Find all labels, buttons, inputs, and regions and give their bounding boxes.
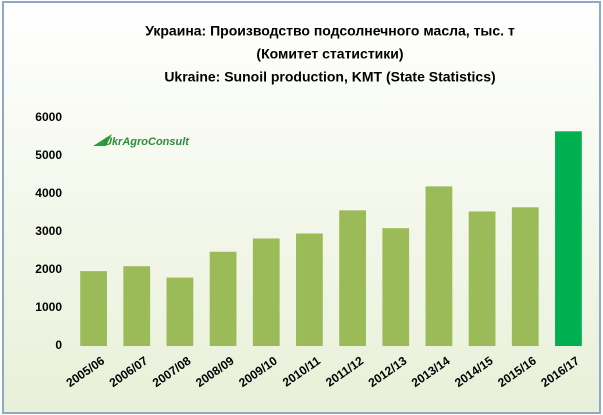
bar xyxy=(468,211,496,346)
chart-title: Ukraine: Sunoil production, KMT (State S… xyxy=(164,69,495,85)
y-tick-label: 0 xyxy=(55,338,62,352)
bar xyxy=(511,207,539,346)
bar xyxy=(555,131,582,346)
y-tick-label: 2000 xyxy=(35,262,62,276)
logo: UkrAgroConsult xyxy=(104,136,190,148)
y-tick-label: 1000 xyxy=(35,300,62,314)
bar xyxy=(80,271,107,346)
bar xyxy=(339,210,366,346)
bar xyxy=(296,233,323,346)
bar xyxy=(209,251,237,346)
y-tick-label: 3000 xyxy=(35,224,62,238)
bar xyxy=(382,228,410,346)
bar xyxy=(123,266,151,346)
bar xyxy=(252,238,280,346)
bar xyxy=(425,186,453,346)
y-tick-label: 4000 xyxy=(35,186,62,200)
chart-title: Украина: Производство подсолнечного масл… xyxy=(145,23,515,39)
logo-icon xyxy=(93,134,112,146)
bar xyxy=(166,277,194,346)
y-tick-label: 6000 xyxy=(35,110,62,124)
chart-title: (Комитет статистики) xyxy=(256,46,403,62)
y-tick-label: 5000 xyxy=(35,148,62,162)
